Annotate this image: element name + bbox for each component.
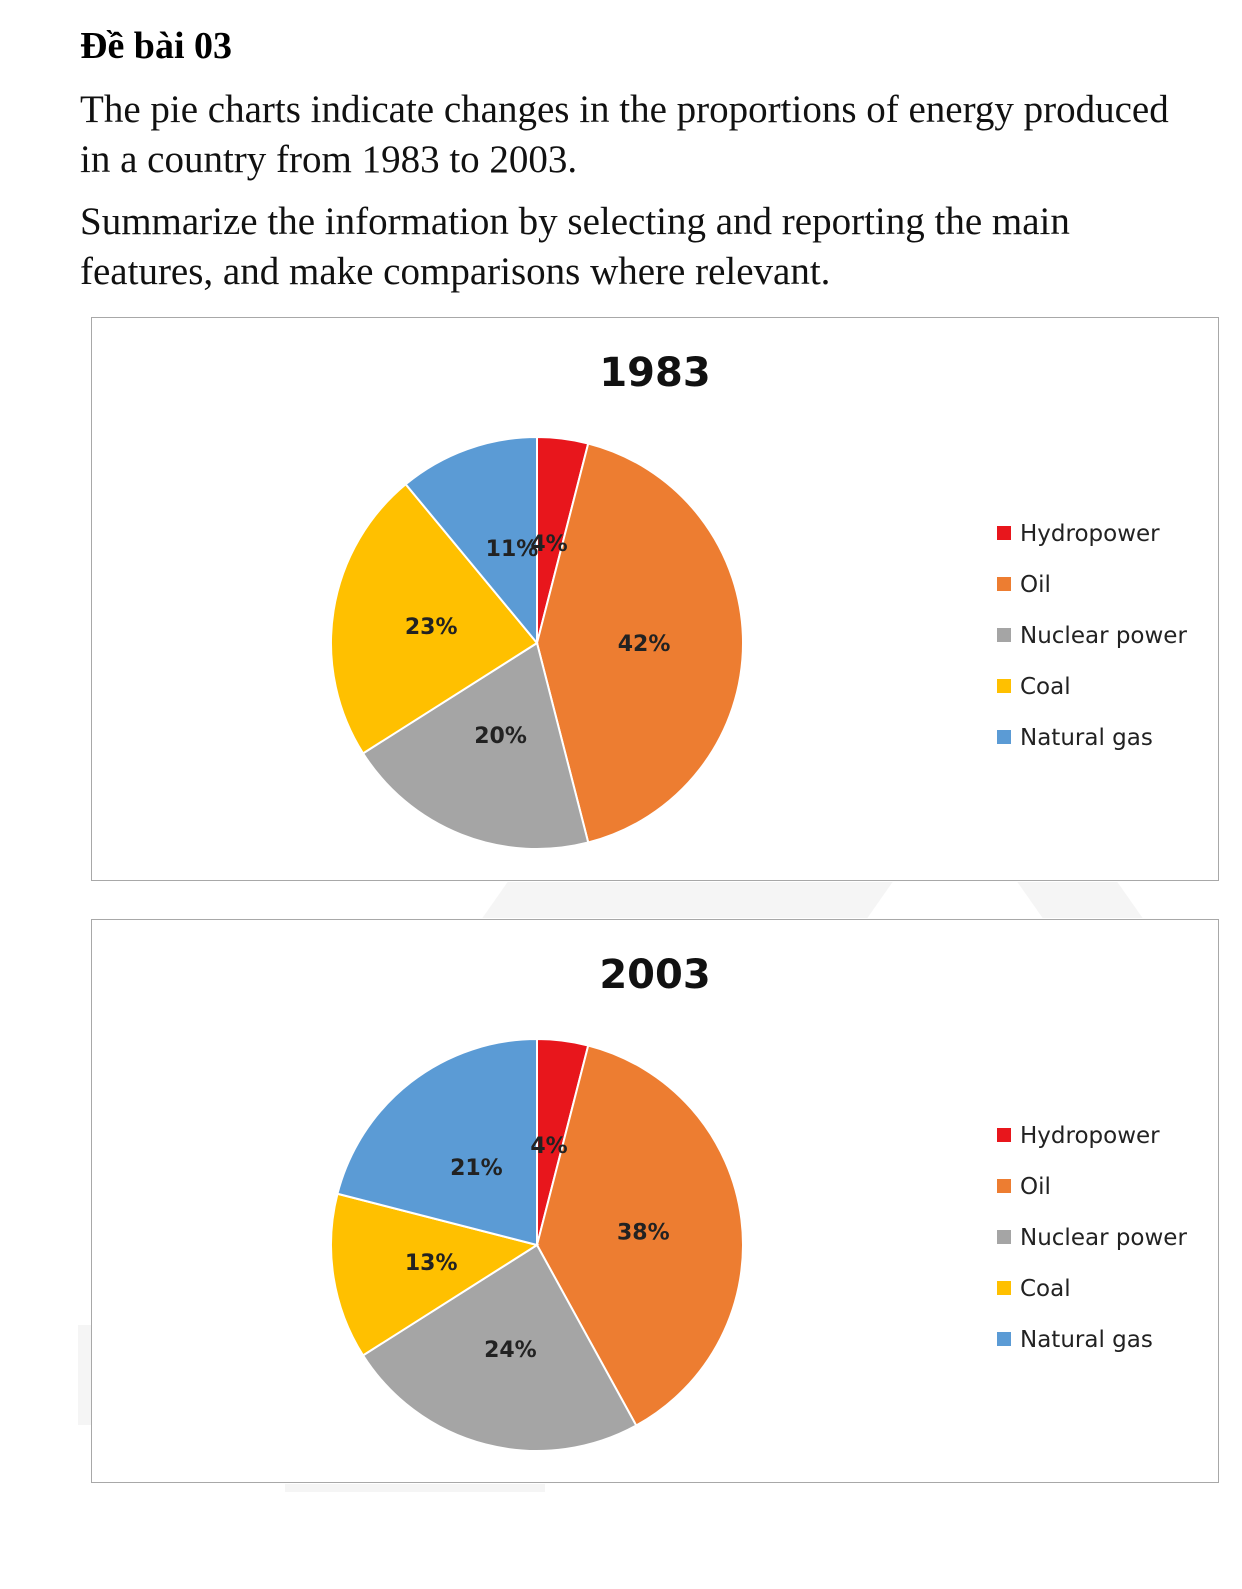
task-text: Summarize the information by selecting a… [80, 200, 1070, 293]
pie-slice-coal [330, 482, 539, 755]
legend-label-oil: Oil [1020, 1174, 1051, 1200]
legend-swatch-natural-gas [997, 1332, 1011, 1346]
pie-chart-1983-panel: 1983 4% 42% 20% 23% 11% Hydropower Oil Nuclear p… [91, 317, 1219, 881]
legend-swatch-nuclear-power [997, 1230, 1011, 1244]
legend-swatch-oil [997, 577, 1011, 591]
intro-text: The pie charts indicate changes in the p… [80, 88, 1169, 181]
slice-label-hydropower: 4% [530, 1134, 567, 1159]
legend-swatch-hydropower [997, 526, 1011, 540]
legend-swatch-oil [997, 1179, 1011, 1193]
slice-label-hydropower: 4% [530, 532, 567, 557]
chart-title-1: 2003 [599, 952, 710, 998]
slice-label-natural-gas: 11% [486, 537, 539, 562]
pie-slice-coal [330, 1192, 540, 1357]
pie-slice-nuclear-power [361, 1243, 638, 1452]
slice-label-nuclear-power: 24% [484, 1338, 537, 1363]
legend-label-hydropower: Hydropower [1020, 521, 1160, 547]
watermark-shape [78, 1325, 92, 1425]
pie-slice-oil [535, 1044, 744, 1427]
slice-label-coal: 13% [405, 1251, 458, 1276]
pie-chart-1983: 1983 4% 42% 20% 23% 11% Hydropower Oil Nuclear p… [330, 350, 1187, 850]
legend-label-coal: Coal [1020, 1276, 1071, 1302]
legend-label-nuclear-power: Nuclear power [1020, 623, 1187, 649]
slice-label-natural-gas: 21% [450, 1156, 503, 1181]
legend-label-hydropower: Hydropower [1020, 1123, 1160, 1149]
pie-slice-natural-gas [336, 1037, 538, 1247]
slice-label-nuclear-power: 20% [474, 724, 527, 749]
pie-chart-2003: 2003 4% 38% 24% 13% 21% Hydropower Oil Nuclear p… [330, 952, 1187, 1452]
watermark-shape [482, 882, 893, 918]
legend-swatch-coal [997, 1281, 1011, 1295]
watermark-shape [1017, 882, 1143, 918]
chart-title-0: 1983 [599, 350, 710, 396]
pie-slice-natural-gas [404, 435, 538, 646]
legend-label-natural-gas: Natural gas [1020, 725, 1153, 751]
exercise-heading: Đề bài 03 [80, 25, 232, 67]
legend-label-coal: Coal [1020, 674, 1071, 700]
legend-swatch-hydropower [997, 1128, 1011, 1142]
legend-swatch-nuclear-power [997, 628, 1011, 642]
pie-slice-oil [535, 442, 745, 844]
pie-chart-2003-panel: 2003 4% 38% 24% 13% 21% Hydropower Oil Nuclear p… [91, 919, 1219, 1483]
legend-swatch-coal [997, 679, 1011, 693]
legend-label-nuclear-power: Nuclear power [1020, 1225, 1187, 1251]
slice-label-coal: 23% [405, 615, 458, 640]
legend-label-natural-gas: Natural gas [1020, 1327, 1153, 1353]
legend-label-oil: Oil [1020, 572, 1051, 598]
slice-label-oil: 42% [618, 632, 671, 657]
pie-slice-nuclear-power [361, 641, 590, 850]
watermark-shape [285, 1484, 545, 1492]
legend-swatch-natural-gas [997, 730, 1011, 744]
slice-label-oil: 38% [617, 1221, 670, 1246]
